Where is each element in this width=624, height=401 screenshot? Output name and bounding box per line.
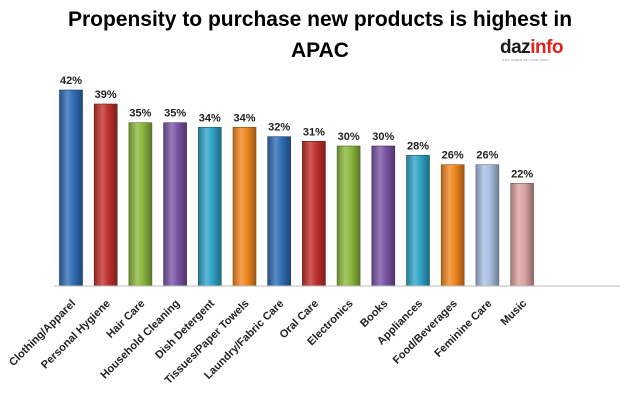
bar-hair-care (128, 122, 153, 287)
value-label-music: 22% (511, 168, 533, 180)
value-label-oral-care: 31% (303, 126, 325, 138)
logo-tagline: STAY AHEAD OF YOUR GURU (502, 58, 550, 62)
value-label-personal-hygiene: 39% (95, 89, 117, 101)
bar-household-cleaning (163, 122, 187, 287)
bar-music (510, 183, 534, 287)
value-label-electronics: 30% (338, 131, 360, 143)
bar-books (371, 145, 396, 287)
bar-clothing-apparel (59, 89, 83, 287)
bar-dish-detergent (198, 127, 222, 287)
value-label-hair-care: 35% (129, 108, 151, 120)
chart-title: Propensity to purchase new products is h… (67, 8, 573, 62)
value-label-household-cleaning: 35% (164, 108, 186, 120)
category-label-music: Music (499, 298, 530, 329)
dazeinfo-logo: dazinfo STAY AHEAD OF YOUR GURU (500, 38, 572, 68)
bar-personal-hygiene (93, 103, 118, 287)
bars-layer (59, 89, 534, 287)
value-labels-layer: 42% 39% 35% 35% 34% 34% 32% 31% 30% 30% 28% 26% 26% 2… (60, 75, 533, 180)
value-label-clothing-apparel: 42% (60, 75, 82, 87)
logo-text-accent: info (530, 37, 564, 58)
category-label-books: Books (358, 298, 390, 330)
value-label-tissues-paper-towels: 34% (233, 112, 255, 124)
bar-food-beverages (440, 164, 465, 287)
bar-feminine-care (475, 164, 500, 287)
value-label-appliances: 28% (407, 140, 429, 152)
bar-electronics (336, 145, 361, 287)
bar-laundry-fabric-care (267, 136, 292, 287)
bar-oral-care (302, 141, 326, 287)
value-label-dish-detergent: 34% (199, 112, 221, 124)
bar-tissues-paper-towels (232, 127, 257, 287)
value-label-feminine-care: 26% (476, 150, 498, 162)
category-label-food-beverages: Food/Beverages (391, 298, 460, 367)
category-label-personal-hygiene: Personal Hygiene (39, 298, 113, 372)
bar-appliances (406, 155, 430, 287)
value-label-food-beverages: 26% (442, 150, 464, 162)
category-label-dish-detergent: Dish Detergent (153, 297, 217, 361)
value-label-books: 30% (372, 131, 394, 143)
value-label-laundry-fabric-care: 32% (268, 122, 290, 134)
logo-text-main: daz (500, 37, 531, 58)
